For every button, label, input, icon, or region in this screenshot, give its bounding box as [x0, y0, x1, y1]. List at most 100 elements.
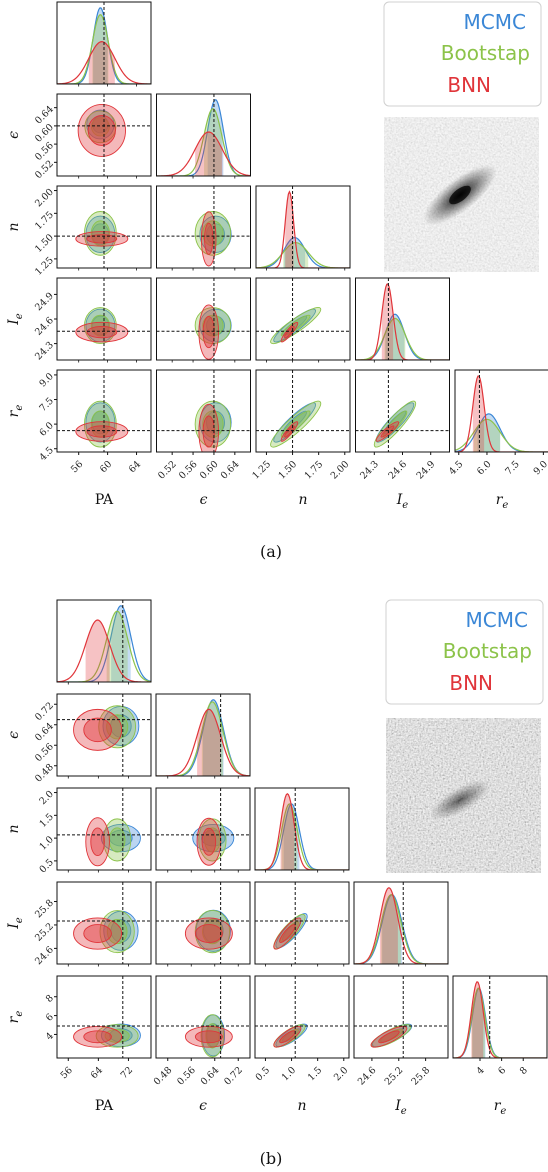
panel-0-4-4: 4.5 6.0 7.5 9.0 re — [447, 369, 548, 511]
contour-bnn-outer — [200, 211, 217, 267]
y-tick-label: 1.50 — [33, 232, 56, 255]
panel-1-4-4: 4 6 8 re — [452, 975, 548, 1117]
panel-0-0-0 — [56, 1, 152, 87]
y-tick-label: 2.00 — [33, 187, 56, 210]
x-tick-label: 2.0 — [332, 1065, 350, 1083]
contour-bnn-outer — [75, 231, 129, 247]
legend-label-mcmc: MCMC — [464, 10, 526, 34]
panel-1-4-0: 56 64 72 PA 4 6 8 re — [6, 975, 152, 1114]
marginal-curve-bnn — [354, 887, 448, 964]
panel-1-3-1 — [155, 881, 251, 967]
panel-frame — [255, 369, 351, 453]
marginal-fill-bnn — [85, 620, 110, 682]
contour-bnn-outer — [77, 103, 126, 157]
panel-frame — [56, 185, 152, 269]
contour-bnn-inner — [201, 827, 217, 856]
panel-1-4-1: 0.48 0.56 0.64 0.72 ϵ — [152, 975, 251, 1114]
x-tick-label: 0.52 — [156, 459, 179, 482]
marginal-fill-mcmc — [385, 314, 405, 360]
x-axis-label: n — [298, 492, 307, 508]
panel-frame — [155, 787, 251, 871]
corner-plot-a: 0.520.560.600.64ϵ1.251.501.752.00n24.324… — [6, 1, 548, 511]
y-axis-label: ϵ — [6, 131, 22, 139]
panel-1-3-0: 24.625.225.8 Ie — [6, 881, 152, 967]
x-tick-label: 24.6 — [386, 459, 409, 482]
x-tick-label: 1.0 — [280, 1065, 298, 1083]
panel-frame — [353, 881, 449, 965]
marginal-fill-mcmc — [203, 699, 224, 776]
contour-bnn-inner — [204, 222, 214, 255]
panel-0-1-1 — [156, 93, 251, 179]
y-tick-label: 24.6 — [33, 315, 56, 338]
x-tick-label: 0.56 — [175, 1065, 198, 1088]
x-axis-label: re — [496, 492, 509, 511]
x-tick-label: 1.25 — [250, 459, 273, 482]
panel-1-1-1 — [155, 693, 251, 779]
marginal-fill-bnn — [280, 793, 295, 870]
panel-0-4-1: 0.520.560.600.64 ϵ — [156, 369, 251, 508]
panel-0-2-0: 1.251.501.752.00 n — [6, 185, 152, 278]
marginal-curve-bootstap — [156, 108, 251, 176]
x-tick-label: 8 — [518, 1065, 530, 1077]
x-tick-label: 7.5 — [503, 459, 521, 477]
panel-0-4-3: 24.3 24.6 24.9 Ie — [355, 369, 450, 511]
contour-bnn-outer — [370, 1025, 408, 1048]
panel-frame — [254, 975, 350, 1059]
marginal-curve-bootstap — [255, 803, 349, 870]
contour-bnn-outer — [280, 421, 299, 442]
contour-bnn-inner — [83, 717, 112, 743]
panel-1-2-0: 0.5 1.0 1.5 2.0 n — [6, 787, 152, 875]
x-axis-label: PA — [95, 1098, 114, 1114]
contour-bnn-outer — [196, 817, 222, 866]
contour-mcmc-outer — [275, 913, 308, 949]
marginal-curve-bootstap — [453, 987, 547, 1058]
x-axis-label: re — [494, 1098, 507, 1117]
x-tick-label: 24.9 — [415, 459, 438, 482]
marginal-fill-bnn — [471, 981, 484, 1058]
contour-bnn-outer — [280, 321, 299, 343]
x-axis-label: Ie — [396, 492, 409, 511]
y-axis-label: Ie — [6, 917, 25, 930]
y-tick-label: 0.52 — [33, 158, 56, 181]
marginal-fill-bnn — [195, 132, 223, 176]
panel-0-2-2 — [255, 185, 351, 271]
panel-1-1-0: 0.480.560.640.72 ϵ — [6, 693, 152, 785]
panel-frame — [56, 369, 152, 453]
contour-bootstap-inner — [106, 919, 128, 945]
legend-a: MCMC Bootstap BNN — [383, 1, 542, 107]
y-tick-label: 1.5 — [37, 811, 55, 829]
x-axis-label: ϵ — [200, 492, 208, 508]
legend-label-bootstrap: Bootstap — [443, 639, 532, 663]
contour-bnn-inner — [86, 326, 118, 339]
x-tick-label: 6.0 — [475, 459, 493, 477]
x-axis-label: Ie — [394, 1098, 407, 1117]
contour-bnn-inner — [90, 827, 105, 857]
x-tick-label: 0.5 — [254, 1065, 272, 1083]
x-tick-label: 0.72 — [222, 1065, 245, 1088]
marginal-fill-bnn — [381, 283, 394, 360]
y-tick-label: 7.5 — [37, 396, 55, 414]
y-tick-label: 0.56 — [33, 741, 56, 764]
marginal-fill-bootstap — [283, 242, 309, 268]
y-tick-label: 1.25 — [33, 255, 56, 278]
contour-bnn-outer — [184, 917, 233, 950]
panel-frame — [56, 599, 152, 683]
x-tick-label: 0.48 — [152, 1065, 175, 1088]
galaxy-image-b — [386, 718, 541, 873]
panel-0-3-2 — [255, 277, 351, 363]
x-tick-label: 0.64 — [219, 459, 242, 482]
x-tick-label: 1.75 — [303, 459, 326, 482]
panel-0-1-0: 0.520.560.600.64 ϵ — [6, 93, 152, 181]
x-tick-label: 1.5 — [306, 1065, 324, 1083]
marginal-fill-bnn — [379, 887, 398, 964]
x-tick-label: 1.50 — [276, 459, 299, 482]
panel-frame — [156, 185, 251, 269]
panel-frame — [254, 787, 350, 871]
legend-label-bnn: BNN — [449, 671, 493, 695]
marginal-fill-bootstap — [473, 419, 501, 452]
x-axis-label: PA — [95, 492, 114, 508]
marginal-fill-bootstap — [471, 988, 485, 1058]
y-axis-label: n — [6, 824, 22, 833]
panel-frame — [156, 277, 251, 361]
